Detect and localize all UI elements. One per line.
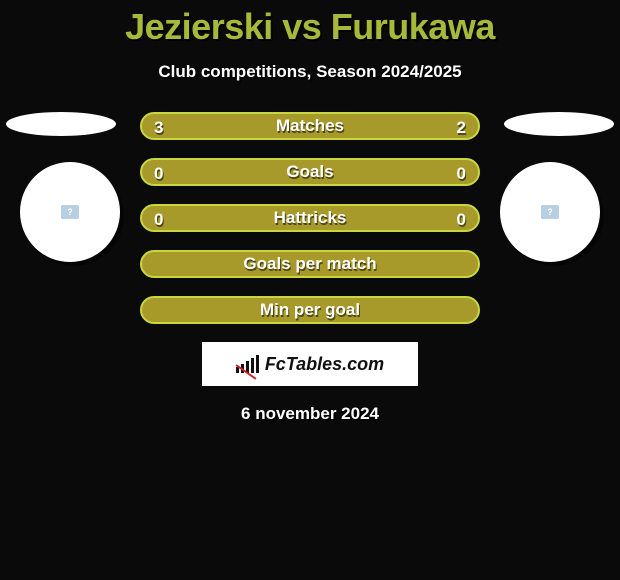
stat-row: Min per goal [140, 296, 480, 324]
stat-right-value: 2 [457, 114, 466, 142]
player-avatar-right: ? [500, 162, 600, 262]
stat-rows: 3 Matches 2 0 Goals 0 0 Hattricks 0 Goal… [140, 112, 480, 324]
team-shadow-right [504, 112, 614, 136]
stat-label: Hattricks [274, 208, 347, 228]
stat-left-value: 0 [154, 160, 163, 188]
stat-row: 3 Matches 2 [140, 112, 480, 140]
placeholder-icon: ? [541, 205, 559, 219]
player-avatar-left: ? [20, 162, 120, 262]
bars-icon [236, 355, 259, 373]
subtitle: Club competitions, Season 2024/2025 [0, 62, 620, 82]
stat-row: Goals per match [140, 250, 480, 278]
stat-right-value: 0 [457, 160, 466, 188]
date-label: 6 november 2024 [0, 404, 620, 424]
stat-left-value: 3 [154, 114, 163, 142]
stat-label: Goals per match [243, 254, 376, 274]
logo-icon: FcTables.com [236, 354, 384, 375]
comparison-stage: ? ? 3 Matches 2 0 Goals 0 0 Hattricks 0 … [0, 112, 620, 324]
stat-label: Goals [286, 162, 333, 182]
logo-text: FcTables.com [265, 354, 384, 375]
stat-label: Matches [276, 116, 344, 136]
stat-left-value: 0 [154, 206, 163, 234]
stat-row: 0 Goals 0 [140, 158, 480, 186]
stat-row: 0 Hattricks 0 [140, 204, 480, 232]
page-title: Jezierski vs Furukawa [0, 0, 620, 48]
stat-label: Min per goal [260, 300, 360, 320]
source-logo: FcTables.com [202, 342, 418, 386]
team-shadow-left [6, 112, 116, 136]
placeholder-icon: ? [61, 205, 79, 219]
stat-right-value: 0 [457, 206, 466, 234]
